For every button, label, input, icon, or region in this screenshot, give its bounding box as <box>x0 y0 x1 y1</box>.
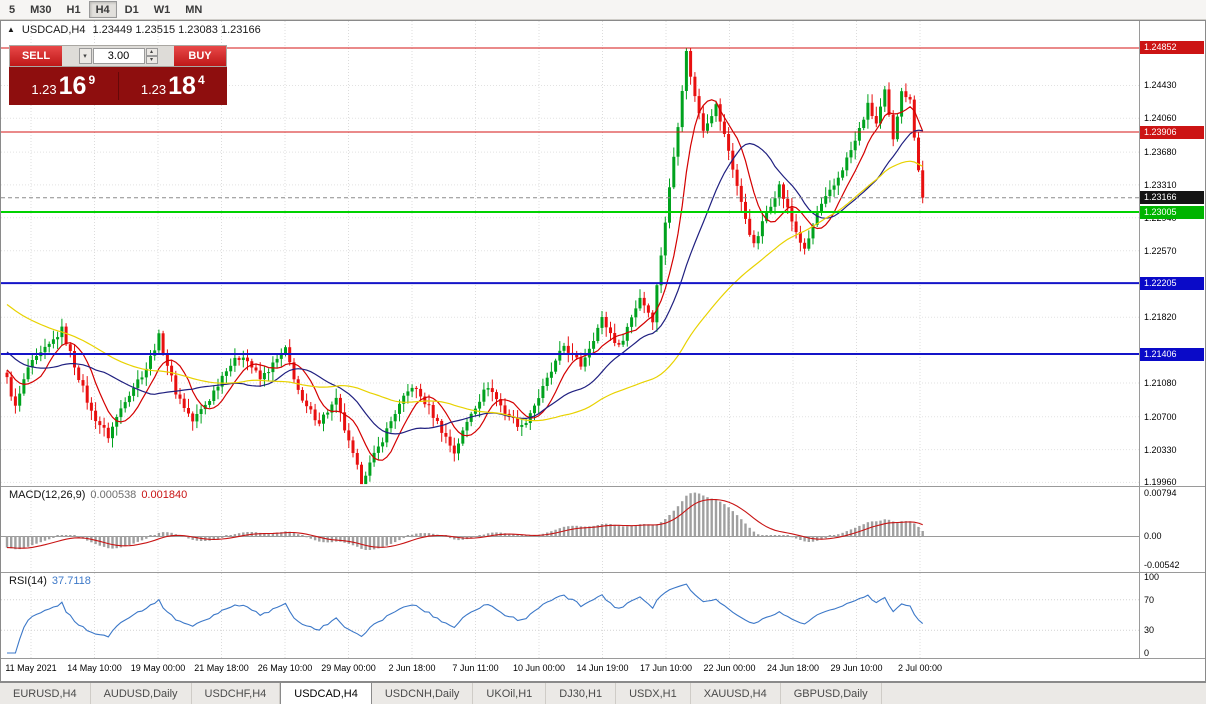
buy-price-prefix: 1.23 <box>140 82 167 97</box>
sell-price[interactable]: 1.23 16 9 <box>9 69 118 103</box>
rsi-axis-label: 0 <box>1144 648 1150 658</box>
chart-tab-dj30-h1[interactable]: DJ30,H1 <box>546 683 617 704</box>
trade-controls-row: SELL ▾ ▴ ▾ BUY <box>9 45 227 67</box>
price-badge: 1.23166 <box>1140 191 1204 205</box>
sell-button[interactable]: SELL <box>10 46 62 66</box>
price-axis-label: 1.24430 <box>1144 80 1177 91</box>
macd-axis-label: 0.00 <box>1144 531 1162 541</box>
price-badge: 1.23005 <box>1140 205 1204 219</box>
volume-spinner: ▴ ▾ <box>145 48 158 64</box>
pane-separators <box>1 21 1205 659</box>
timeframe-button-5[interactable]: 5 <box>2 1 22 18</box>
moving-averages <box>6 99 924 461</box>
chart-tab-usdcad-h4[interactable]: USDCAD,H4 <box>280 683 372 704</box>
time-axis-label: 26 May 10:00 <box>257 663 313 673</box>
macd-axis-label: 0.00794 <box>1144 488 1177 498</box>
price-axis-label: 1.24060 <box>1144 113 1177 124</box>
price-axis-label: 1.21820 <box>1144 312 1177 323</box>
macd-signal-value: 0.001840 <box>141 489 188 501</box>
time-axis-label: 2 Jul 00:00 <box>897 663 943 673</box>
macd-main-value: 0.000538 <box>90 489 137 501</box>
macd-indicator-label: MACD(12,26,9) 0.000538 0.001840 <box>9 489 192 501</box>
timeframe-button-h4[interactable]: H4 <box>88 1 117 18</box>
buy-price-big: 18 <box>168 72 196 100</box>
sell-price-sup: 9 <box>88 73 96 87</box>
quote-symbol: USDCAD,H4 <box>21 24 86 36</box>
chart-tab-gbpusd-daily[interactable]: GBPUSD,Daily <box>781 683 882 704</box>
time-axis-label: 29 May 00:00 <box>321 663 376 673</box>
sell-price-prefix: 1.23 <box>31 82 57 97</box>
timeframe-button-d1[interactable]: D1 <box>118 1 146 18</box>
timeframe-button-mn[interactable]: MN <box>178 1 209 18</box>
trade-prices-row: 1.23 16 9 1.23 18 4 <box>9 67 227 105</box>
chart-canvas[interactable] <box>1 21 1205 681</box>
quote-line: ▲ USDCAD,H4 1.23449 1.23515 1.23083 1.23… <box>7 24 261 36</box>
volume-dropdown-button[interactable]: ▾ <box>78 48 92 64</box>
volume-up-button[interactable]: ▴ <box>145 48 158 56</box>
timeframe-toolbar: 5 M30 H1 H4 D1 W1 MN <box>0 0 1206 20</box>
horizontal-level-lines <box>1 47 1139 355</box>
chart-tab-usdcnh-daily[interactable]: USDCNH,Daily <box>372 683 474 704</box>
price-badge: 1.23906 <box>1140 125 1204 139</box>
time-axis-label: 14 May 10:00 <box>67 663 122 673</box>
time-axis-label: 19 May 00:00 <box>130 663 186 673</box>
time-axis-label: 17 Jun 10:00 <box>639 663 693 673</box>
rsi-indicator-label: RSI(14) 37.7118 <box>9 575 96 587</box>
quote-ohlc-values: 1.23449 1.23515 1.23083 1.23166 <box>92 24 261 36</box>
timeframe-button-w1[interactable]: W1 <box>147 1 178 18</box>
tick-up-icon: ▲ <box>7 24 15 34</box>
time-axis-label: 14 Jun 19:00 <box>576 663 629 673</box>
buy-price[interactable]: 1.23 18 4 <box>119 69 228 103</box>
price-axis-label: 1.21080 <box>1144 377 1177 388</box>
price-axis-label: 1.23680 <box>1144 147 1177 158</box>
time-axis-label: 11 May 2021 <box>5 663 57 673</box>
price-axis-label: 1.23310 <box>1144 179 1177 190</box>
chart-tab-bar: EURUSD,H4 AUDUSD,Daily USDCHF,H4 USDCAD,H4 U… <box>0 682 1206 704</box>
one-click-trading-panel: SELL ▾ ▴ ▾ BUY 1.23 16 9 <box>9 45 227 105</box>
time-axis-label: 21 May 18:00 <box>194 663 249 673</box>
price-axis-label: 1.20700 <box>1144 411 1177 422</box>
chart-tab-eurusd-h4[interactable]: EURUSD,H4 <box>0 683 91 704</box>
time-axis-label: 22 Jun 00:00 <box>703 663 756 673</box>
time-axis-label: 2 Jun 18:00 <box>388 663 436 673</box>
sell-price-big: 16 <box>58 72 87 100</box>
chart-tab-usdchf-h4[interactable]: USDCHF,H4 <box>192 683 281 704</box>
chart-grid <box>1 21 1139 658</box>
rsi-name: RSI(14) <box>9 575 47 587</box>
rsi-axis-label: 70 <box>1144 594 1155 605</box>
rsi-value: 37.7118 <box>51 575 91 587</box>
macd-axis-label: -0.00542 <box>1144 560 1180 571</box>
chart-tab-usdx-h1[interactable]: USDX,H1 <box>616 683 691 704</box>
time-axis-label: 29 Jun 10:00 <box>830 663 883 673</box>
rsi-pane <box>1 583 1139 654</box>
price-axis-label: 1.19960 <box>1144 477 1177 488</box>
price-badge: 1.21406 <box>1140 347 1204 361</box>
macd-name: MACD(12,26,9) <box>9 489 86 501</box>
time-axis-label: 10 Jun 00:00 <box>512 663 566 673</box>
time-axis-label: 24 Jun 18:00 <box>766 663 820 673</box>
price-axis-label: 1.20330 <box>1144 444 1177 455</box>
chart-window: ▲ USDCAD,H4 1.23449 1.23515 1.23083 1.23… <box>0 20 1206 682</box>
volume-control: ▾ ▴ ▾ <box>62 46 174 66</box>
timeframe-button-h1[interactable]: H1 <box>60 1 88 18</box>
rsi-axis-label: 30 <box>1144 625 1155 636</box>
macd-pane <box>1 492 1139 550</box>
chart-tab-xauusd-h4[interactable]: XAUUSD,H4 <box>691 683 781 704</box>
rsi-axis-label: 100 <box>1144 572 1160 582</box>
time-axis-label: 7 Jun 11:00 <box>452 663 499 673</box>
chart-tab-audusd-daily[interactable]: AUDUSD,Daily <box>91 683 192 704</box>
price-badge: 1.22205 <box>1140 276 1204 290</box>
volume-input[interactable] <box>92 48 145 64</box>
volume-down-button[interactable]: ▾ <box>145 56 158 64</box>
buy-price-sup: 4 <box>197 73 205 87</box>
chart-tab-ukoil-h1[interactable]: UKOil,H1 <box>473 683 547 704</box>
price-divider <box>117 72 119 100</box>
price-badge: 1.24852 <box>1140 41 1204 55</box>
timeframe-button-m30[interactable]: M30 <box>23 1 58 18</box>
buy-button[interactable]: BUY <box>174 46 226 66</box>
price-axis-label: 1.22570 <box>1144 245 1177 256</box>
